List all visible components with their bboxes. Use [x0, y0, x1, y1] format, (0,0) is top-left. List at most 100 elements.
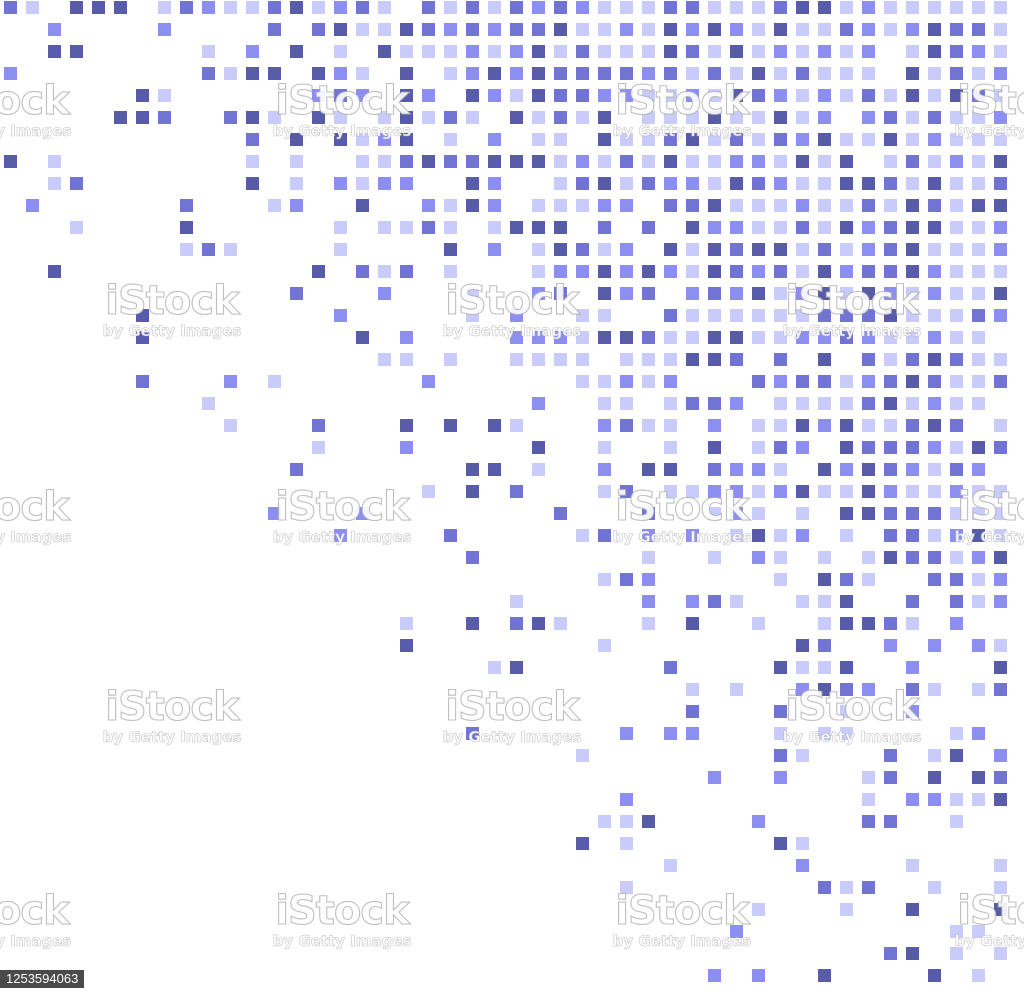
- mosaic-square: [840, 45, 853, 58]
- mosaic-square: [862, 441, 875, 454]
- mosaic-square: [488, 661, 501, 674]
- mosaic-square: [312, 1, 325, 14]
- mosaic-square: [730, 45, 743, 58]
- mosaic-square: [642, 177, 655, 190]
- mosaic-square: [598, 155, 611, 168]
- mosaic-square: [752, 221, 765, 234]
- mosaic-square: [598, 463, 611, 476]
- mosaic-square: [576, 309, 589, 322]
- mosaic-square: [268, 199, 281, 212]
- mosaic-square: [972, 309, 985, 322]
- mosaic-square: [488, 155, 501, 168]
- mosaic-square: [708, 177, 721, 190]
- mosaic-square: [202, 1, 215, 14]
- mosaic-square: [224, 375, 237, 388]
- mosaic-square: [202, 397, 215, 410]
- mosaic-square: [598, 243, 611, 256]
- mosaic-square: [884, 529, 897, 542]
- mosaic-square: [972, 1, 985, 14]
- mosaic-square: [928, 45, 941, 58]
- mosaic-square: [972, 155, 985, 168]
- mosaic-square: [334, 309, 347, 322]
- mosaic-square: [444, 265, 457, 278]
- mosaic-square: [862, 67, 875, 80]
- mosaic-square: [708, 111, 721, 124]
- mosaic-square: [774, 221, 787, 234]
- mosaic-square: [488, 45, 501, 58]
- mosaic-square: [532, 265, 545, 278]
- mosaic-square: [818, 331, 831, 344]
- mosaic-square: [884, 507, 897, 520]
- mosaic-square: [532, 199, 545, 212]
- mosaic-square: [642, 45, 655, 58]
- mosaic-square: [576, 837, 589, 850]
- mosaic-square: [752, 243, 765, 256]
- mosaic-square: [510, 155, 523, 168]
- mosaic-square: [576, 375, 589, 388]
- mosaic-square: [950, 749, 963, 762]
- mosaic-square: [906, 595, 919, 608]
- mosaic-square: [642, 265, 655, 278]
- mosaic-square: [774, 463, 787, 476]
- mosaic-square: [796, 221, 809, 234]
- mosaic-square: [928, 529, 941, 542]
- mosaic-square: [290, 287, 303, 300]
- mosaic-square: [972, 529, 985, 542]
- mosaic-square: [598, 199, 611, 212]
- mosaic-square: [620, 397, 633, 410]
- mosaic-square: [774, 419, 787, 432]
- mosaic-square: [466, 617, 479, 630]
- mosaic-square: [554, 133, 567, 146]
- mosaic-square: [466, 23, 479, 36]
- mosaic-square: [4, 155, 17, 168]
- mosaic-square: [708, 45, 721, 58]
- mosaic-square: [422, 1, 435, 14]
- mosaic-square: [752, 177, 765, 190]
- mosaic-square: [378, 287, 391, 300]
- mosaic-square: [884, 243, 897, 256]
- mosaic-square: [598, 133, 611, 146]
- mosaic-square: [466, 111, 479, 124]
- mosaic-square: [356, 133, 369, 146]
- mosaic-square: [466, 485, 479, 498]
- mosaic-square: [994, 133, 1007, 146]
- mosaic-square: [840, 309, 853, 322]
- mosaic-square: [26, 1, 39, 14]
- mosaic-square: [620, 199, 633, 212]
- mosaic-square: [466, 67, 479, 80]
- mosaic-square: [664, 441, 677, 454]
- mosaic-square: [378, 221, 391, 234]
- mosaic-square: [620, 881, 633, 894]
- mosaic-square: [884, 155, 897, 168]
- mosaic-square: [818, 287, 831, 300]
- mosaic-square: [840, 485, 853, 498]
- mosaic-square: [642, 573, 655, 586]
- mosaic-square: [884, 617, 897, 630]
- mosaic-square: [48, 23, 61, 36]
- mosaic-square: [708, 397, 721, 410]
- mosaic-square: [378, 133, 391, 146]
- mosaic-square: [180, 199, 193, 212]
- mosaic-square: [928, 1, 941, 14]
- mosaic-square: [774, 23, 787, 36]
- mosaic-square: [906, 705, 919, 718]
- mosaic-square: [994, 375, 1007, 388]
- mosaic-square: [488, 67, 501, 80]
- mosaic-square: [752, 507, 765, 520]
- mosaic-square: [840, 375, 853, 388]
- mosaic-square: [730, 287, 743, 300]
- mosaic-square: [576, 67, 589, 80]
- mosaic-square: [752, 529, 765, 542]
- mosaic-square: [950, 595, 963, 608]
- mosaic-square: [268, 375, 281, 388]
- mosaic-square: [994, 573, 1007, 586]
- mosaic-square: [686, 111, 699, 124]
- mosaic-square: [752, 463, 765, 476]
- mosaic-square: [378, 155, 391, 168]
- mosaic-square: [532, 1, 545, 14]
- mosaic-square: [532, 397, 545, 410]
- mosaic-square: [730, 595, 743, 608]
- mosaic-square: [334, 177, 347, 190]
- mosaic-square: [796, 243, 809, 256]
